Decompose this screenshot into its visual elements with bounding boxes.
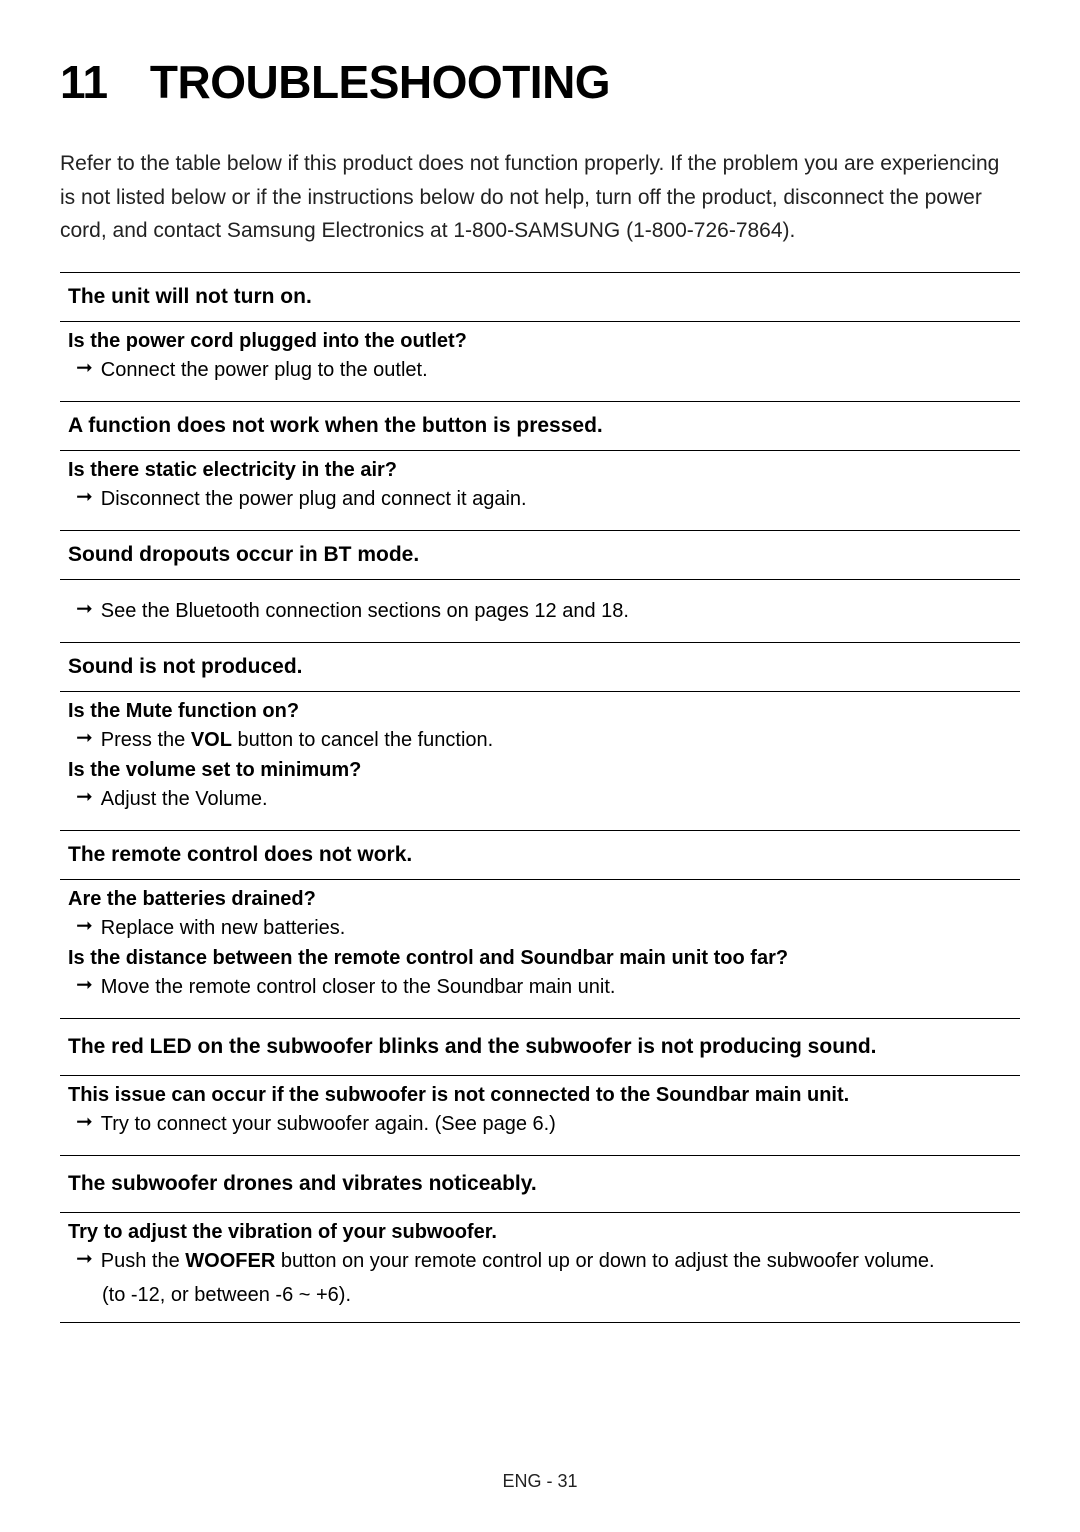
intro-paragraph: Refer to the table below if this product… bbox=[60, 147, 1020, 248]
answer-prefix: Push the bbox=[101, 1250, 186, 1272]
section-body: ➞ See the Bluetooth connection sections … bbox=[60, 580, 1020, 643]
answer-text: Adjust the Volume. bbox=[101, 784, 268, 814]
answer-line: ➞ Press the VOL button to cancel the fun… bbox=[68, 725, 1012, 755]
arrow-icon: ➞ bbox=[76, 725, 93, 750]
answer-continuation: (to -12, or between -6 ~ +6). bbox=[102, 1280, 1012, 1310]
answer-line: ➞ Move the remote control closer to the … bbox=[68, 972, 1012, 1002]
section-body: Is the power cord plugged into the outle… bbox=[60, 322, 1020, 402]
section-body: Are the batteries drained? ➞ Replace wit… bbox=[60, 880, 1020, 1019]
answer-line: ➞ Adjust the Volume. bbox=[68, 784, 1012, 814]
page-title: 11 TROUBLESHOOTING bbox=[60, 55, 1020, 109]
answer-text: Try to connect your subwoofer again. (Se… bbox=[101, 1109, 556, 1139]
page-footer: ENG - 31 bbox=[0, 1471, 1080, 1492]
answer-text: Replace with new batteries. bbox=[101, 913, 346, 943]
section-header: A function does not work when the button… bbox=[60, 402, 1020, 451]
arrow-icon: ➞ bbox=[76, 784, 93, 809]
section-header: The unit will not turn on. bbox=[60, 273, 1020, 322]
answer-text: Connect the power plug to the outlet. bbox=[101, 355, 428, 385]
answer-line: ➞ Connect the power plug to the outlet. bbox=[68, 355, 1012, 385]
answer-bold: VOL bbox=[191, 729, 232, 751]
answer-line: ➞ Try to connect your subwoofer again. (… bbox=[68, 1109, 1012, 1139]
arrow-icon: ➞ bbox=[76, 484, 93, 509]
answer-line: ➞ Push the WOOFER button on your remote … bbox=[68, 1246, 1012, 1276]
section-header: The red LED on the subwoofer blinks and … bbox=[60, 1019, 1020, 1076]
chapter-title: TROUBLESHOOTING bbox=[150, 56, 610, 108]
question-text: Is the Mute function on? bbox=[68, 700, 1012, 723]
answer-text: Push the WOOFER button on your remote co… bbox=[101, 1246, 935, 1276]
arrow-icon: ➞ bbox=[76, 972, 93, 997]
answer-text: Disconnect the power plug and connect it… bbox=[101, 484, 527, 514]
answer-suffix: button to cancel the function. bbox=[232, 729, 493, 751]
section-body: Try to adjust the vibration of your subw… bbox=[60, 1213, 1020, 1323]
arrow-icon: ➞ bbox=[76, 1109, 93, 1134]
answer-text: Press the VOL button to cancel the funct… bbox=[101, 725, 493, 755]
question-text: Is the distance between the remote contr… bbox=[68, 947, 1012, 970]
answer-bold: WOOFER bbox=[185, 1250, 275, 1272]
answer-suffix: button on your remote control up or down… bbox=[275, 1250, 934, 1272]
answer-line: ➞ Replace with new batteries. bbox=[68, 913, 1012, 943]
section-body: Is the Mute function on? ➞ Press the VOL… bbox=[60, 692, 1020, 831]
section-body: This issue can occur if the subwoofer is… bbox=[60, 1076, 1020, 1156]
question-text: Try to adjust the vibration of your subw… bbox=[68, 1221, 1012, 1244]
arrow-icon: ➞ bbox=[76, 1246, 93, 1271]
section-header: Sound dropouts occur in BT mode. bbox=[60, 531, 1020, 580]
answer-prefix: Press the bbox=[101, 729, 191, 751]
answer-text: Move the remote control closer to the So… bbox=[101, 972, 616, 1002]
section-body: Is there static electricity in the air? … bbox=[60, 451, 1020, 531]
section-header: Sound is not produced. bbox=[60, 643, 1020, 692]
chapter-number: 11 bbox=[60, 56, 108, 108]
question-text: Are the batteries drained? bbox=[68, 888, 1012, 911]
question-text: Is the volume set to minimum? bbox=[68, 759, 1012, 782]
answer-text: See the Bluetooth connection sections on… bbox=[101, 596, 629, 626]
question-text: Is there static electricity in the air? bbox=[68, 459, 1012, 482]
question-text: This issue can occur if the subwoofer is… bbox=[68, 1084, 1012, 1107]
arrow-icon: ➞ bbox=[76, 596, 93, 621]
section-header: The subwoofer drones and vibrates notice… bbox=[60, 1156, 1020, 1213]
answer-line: ➞ Disconnect the power plug and connect … bbox=[68, 484, 1012, 514]
answer-line: ➞ See the Bluetooth connection sections … bbox=[68, 596, 1012, 626]
arrow-icon: ➞ bbox=[76, 355, 93, 380]
troubleshoot-table: The unit will not turn on. Is the power … bbox=[60, 272, 1020, 1323]
section-header: The remote control does not work. bbox=[60, 831, 1020, 880]
question-text: Is the power cord plugged into the outle… bbox=[68, 330, 1012, 353]
arrow-icon: ➞ bbox=[76, 913, 93, 938]
